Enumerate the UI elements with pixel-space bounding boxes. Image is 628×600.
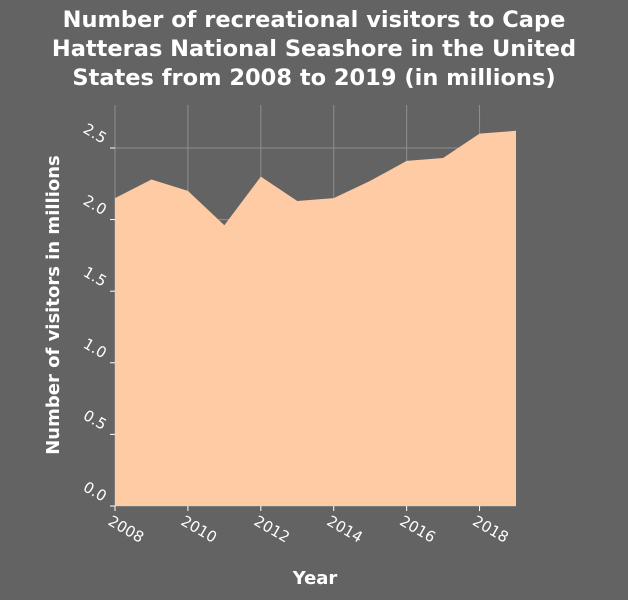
chart-title-line-2: Hatteras National Seashore in the United	[51, 36, 577, 62]
y-tick-label: 0.0	[80, 478, 110, 506]
x-tick-label: 2012	[251, 512, 293, 547]
y-axis-ticks: 0.0 0.5 1.0 1.5 2.0 2.5	[80, 120, 115, 507]
chart-title: Number of recreational visitors to Cape …	[0, 6, 628, 93]
y-tick-label: 2.0	[80, 191, 110, 219]
x-axis-ticks: 2008 2010 2012 2014 2016 2018	[105, 506, 512, 547]
x-tick-label: 2018	[470, 512, 512, 547]
x-tick-label: 2010	[178, 512, 220, 547]
y-tick-label: 0.5	[80, 406, 110, 434]
y-tick-label: 1.5	[80, 263, 110, 291]
chart-title-line-1: Number of recreational visitors to Cape	[62, 7, 566, 33]
x-tick-label: 2014	[324, 512, 366, 547]
x-tick-label: 2016	[397, 512, 439, 547]
y-tick-label: 1.0	[80, 335, 110, 363]
chart-title-line-3: States from 2008 to 2019 (in millions)	[72, 65, 556, 91]
x-tick-label: 2008	[105, 512, 147, 547]
y-tick-label: 2.5	[80, 120, 110, 148]
area-fill	[115, 130, 516, 506]
y-axis-label: Number of visitors in millions	[43, 155, 64, 455]
x-axis-label: Year	[292, 568, 338, 589]
area-series	[115, 130, 516, 506]
